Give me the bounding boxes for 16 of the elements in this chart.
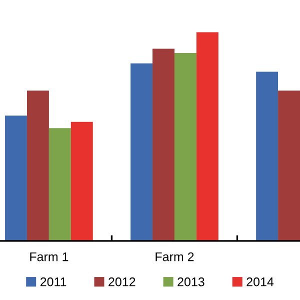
legend-label: 2011 <box>40 277 66 286</box>
legend-label: 2012 <box>108 277 136 286</box>
bar <box>174 52 196 241</box>
bar <box>256 72 278 241</box>
bar <box>278 90 300 241</box>
bar <box>70 122 93 241</box>
bar <box>26 90 49 241</box>
x-tick-label: Farm 2 <box>156 252 194 262</box>
legend-label: 2014 <box>246 277 274 286</box>
bar <box>196 32 218 241</box>
bar <box>48 128 71 241</box>
bar <box>152 48 174 241</box>
bar <box>5 116 27 241</box>
bar <box>130 63 153 241</box>
x-tick-label: Farm 1 <box>30 252 68 262</box>
legend-label: 2013 <box>178 277 204 286</box>
